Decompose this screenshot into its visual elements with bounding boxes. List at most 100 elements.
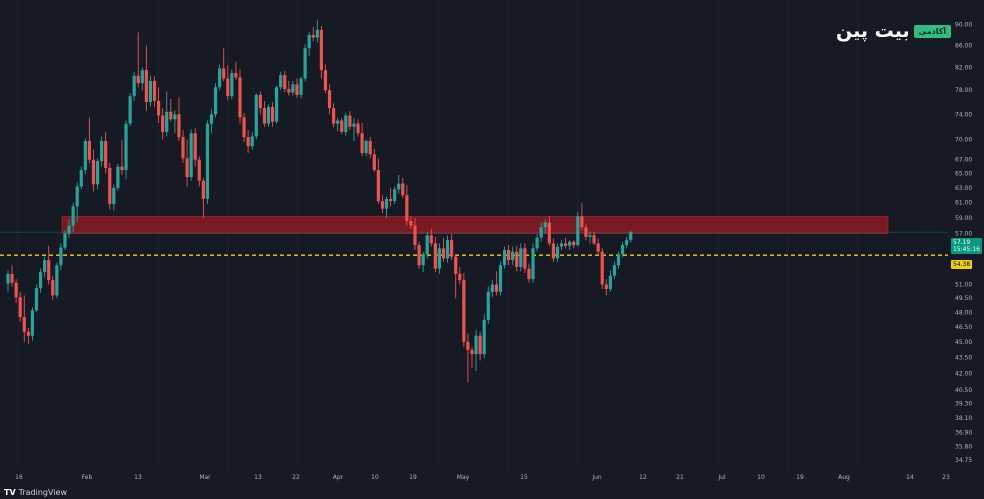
candle-body: [59, 247, 63, 266]
x-axis-tick-label: Aug: [838, 474, 850, 481]
x-axis-tick-label: Mar: [199, 474, 211, 481]
candle-body: [152, 80, 157, 101]
candle-body: [311, 35, 315, 38]
x-axis-tick-label: 19: [409, 474, 417, 481]
candle-body: [22, 317, 26, 332]
y-axis-tick-label: 46.50: [955, 324, 972, 331]
y-axis-tick-label: 38.10: [955, 415, 972, 422]
candle-body: [588, 235, 592, 237]
candle-body: [551, 243, 555, 259]
candle-body: [616, 254, 621, 266]
candle-body: [287, 89, 291, 93]
candle-body: [136, 75, 140, 84]
candle-body: [165, 111, 169, 132]
candle-body: [340, 120, 344, 132]
candle-body: [462, 280, 466, 342]
candle-body: [547, 222, 551, 244]
candle-body: [576, 216, 580, 246]
candle-body: [608, 275, 612, 290]
candle-body: [283, 75, 287, 90]
candle-body: [425, 235, 429, 255]
x-axis-tick-label: 14: [906, 474, 914, 481]
candle-body: [161, 115, 165, 132]
candle-body: [604, 284, 608, 290]
x-axis-tick-label: 12: [639, 474, 647, 481]
candle-body: [352, 123, 356, 127]
candle-body: [209, 114, 214, 124]
candle-body: [539, 227, 543, 238]
candle-body: [319, 29, 323, 71]
y-axis-tick-label: 74.00: [955, 111, 972, 118]
candle-body: [279, 75, 283, 88]
candle-body: [388, 198, 393, 202]
candle-body: [116, 166, 120, 188]
candle-body: [266, 106, 271, 124]
candle-body: [144, 70, 148, 103]
candle-body: [307, 35, 311, 49]
candle-body: [6, 273, 10, 284]
candle-body: [238, 77, 242, 118]
candle-body: [201, 180, 205, 199]
candle-body: [230, 72, 234, 97]
candle-body: [563, 243, 568, 246]
candle-body: [572, 241, 576, 246]
candle-body: [519, 248, 523, 267]
candle-body: [364, 140, 368, 153]
y-axis-tick-label: 78.00: [955, 87, 972, 94]
candle-body: [474, 335, 478, 355]
candle-body: [303, 48, 307, 79]
candle-body: [580, 216, 584, 228]
candle-body: [592, 235, 596, 244]
y-axis-tick-label: 40.50: [955, 387, 972, 394]
candle-body: [376, 170, 380, 202]
candle-body: [441, 248, 446, 259]
candle-body: [79, 170, 83, 187]
candle-body: [393, 189, 397, 202]
logo-badge: آکادمی: [913, 24, 952, 38]
y-axis-tick-label: 70.00: [955, 137, 972, 144]
x-axis-tick-label: 13: [254, 474, 262, 481]
candle-body: [620, 245, 625, 255]
x-axis-tick-label: Jul: [717, 474, 726, 481]
last-price-tag: 57.19 15:45:16: [951, 238, 982, 254]
y-axis-tick-label: 35.80: [955, 443, 972, 450]
candle-body: [43, 260, 47, 273]
y-axis-tick-label: 61.00: [955, 200, 972, 207]
candle-body: [531, 248, 535, 280]
x-axis-tick-label: 10: [757, 474, 765, 481]
candle-body: [437, 248, 442, 269]
candle-body: [181, 137, 185, 159]
y-axis-tick-label: 90.00: [955, 22, 972, 29]
candle-body: [527, 268, 531, 280]
candle-body: [205, 123, 210, 199]
x-axis-tick-label: 22: [292, 474, 300, 481]
candle-body: [507, 249, 511, 261]
x-axis-tick-label: 21: [676, 474, 684, 481]
candle-body: [67, 225, 71, 234]
resistance-zone: [61, 216, 889, 234]
candle-body: [55, 265, 59, 296]
candle-body: [397, 183, 401, 190]
y-axis-tick-label: 36.90: [955, 430, 972, 437]
candle-body: [132, 75, 136, 97]
x-axis-tick-label: Apr: [333, 474, 344, 481]
y-axis-tick-label: 59.00: [955, 215, 972, 222]
last-price-value: 57.19: [953, 239, 971, 246]
candle-body: [409, 220, 413, 226]
candle-body: [596, 243, 600, 252]
candle-body: [445, 240, 450, 259]
candle-body: [356, 123, 360, 134]
candle-body: [535, 237, 539, 249]
candle-body: [486, 291, 490, 320]
y-axis-tick-label: 51.00: [955, 282, 972, 289]
x-axis-tick-label: 23: [942, 474, 950, 481]
candle-body: [466, 341, 470, 350]
candle-body: [511, 251, 515, 261]
candle-body: [173, 114, 177, 120]
candle-body: [568, 241, 572, 246]
tradingview-brand[interactable]: TV TradingView: [4, 488, 67, 497]
y-axis-tick-label: 45.00: [955, 339, 972, 346]
candle-body: [197, 159, 201, 181]
